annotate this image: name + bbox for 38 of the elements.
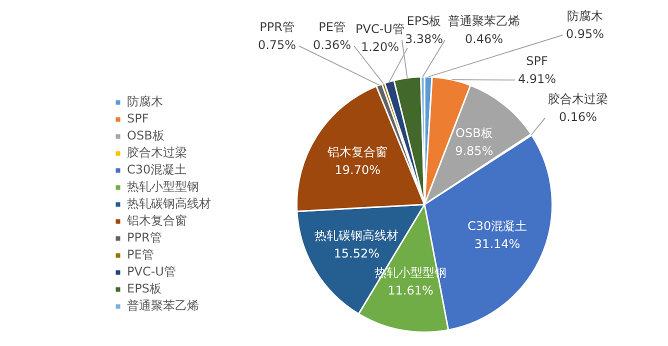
legend-label: PVC-U管 bbox=[127, 264, 176, 279]
slice-label: PVC-U管 bbox=[356, 22, 404, 36]
data-label: 15.52% bbox=[334, 246, 380, 260]
slice-label: 胶合木过梁 bbox=[548, 92, 608, 106]
legend-label: 热轧小型型钢 bbox=[127, 180, 199, 194]
legend-label: 胶合木过梁 bbox=[127, 146, 187, 160]
data-label: 0.75% bbox=[258, 38, 296, 52]
slice-label: PE管 bbox=[318, 20, 346, 34]
data-label: 0.46% bbox=[464, 32, 504, 46]
data-label: 0.95% bbox=[566, 27, 604, 42]
legend-label: 铝木复合窗 bbox=[126, 214, 187, 228]
data-label: 31.14% bbox=[474, 236, 520, 251]
legend-label: 防腐木 bbox=[127, 94, 163, 109]
legend-label: PE管 bbox=[127, 248, 154, 262]
data-label: 1.20% bbox=[360, 40, 400, 54]
legend-label: 普通聚苯乙烯 bbox=[127, 298, 199, 313]
legend-label: OSB板 bbox=[127, 128, 164, 143]
legend-label: C30混凝土 bbox=[127, 162, 187, 177]
slice-label: 铝木复合窗 bbox=[326, 145, 388, 160]
slice-label: PPR管 bbox=[260, 20, 294, 34]
legend-label: SPF bbox=[127, 112, 149, 126]
data-label: 0.36% bbox=[312, 38, 352, 52]
legend-label: PPR管 bbox=[127, 230, 162, 245]
legend-label: EPS板 bbox=[127, 282, 162, 296]
slice-label: 普通聚苯乙烯 bbox=[448, 14, 520, 28]
data-label: 3.38% bbox=[404, 32, 444, 46]
data-label: 0.16% bbox=[558, 110, 598, 124]
data-label: 19.70% bbox=[334, 163, 381, 178]
slice-label: OSB板 bbox=[456, 126, 493, 140]
data-label: 4.91% bbox=[518, 72, 556, 86]
slice-label: EPS板 bbox=[406, 14, 442, 28]
slice-label: 热轧碳钢高线材 bbox=[314, 228, 399, 242]
data-label: 11.61% bbox=[388, 284, 434, 298]
slice-label: SPF bbox=[526, 54, 548, 68]
legend-label: 热轧碳钢高线材 bbox=[127, 196, 211, 211]
data-label: 9.85% bbox=[455, 144, 494, 158]
slice-label: C30混凝土 bbox=[467, 218, 528, 233]
slice-label: 防腐木 bbox=[567, 9, 603, 24]
